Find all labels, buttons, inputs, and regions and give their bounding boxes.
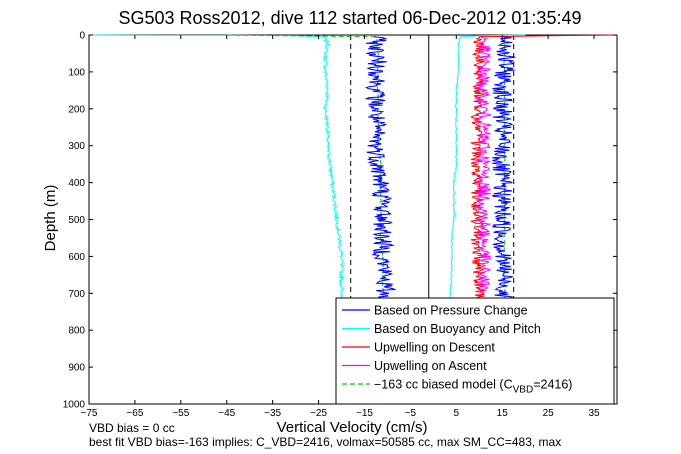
vbd-bias-note: VBD bias = 0 cc (89, 421, 175, 435)
data-series (88, 34, 618, 349)
y-tick-label: 900 (68, 363, 85, 374)
legend-label: Based on Pressure Change (374, 304, 528, 318)
y-tick-label: 700 (68, 289, 85, 300)
x-tick-label: −55 (172, 408, 189, 419)
y-tick-label: 1000 (63, 400, 86, 411)
legend-label: Upwelling on Ascent (374, 359, 487, 373)
x-tick-label: −35 (264, 408, 281, 419)
series-model-biased-ascent (503, 36, 507, 301)
x-tick-label: −65 (126, 408, 143, 419)
y-tick-label: 300 (68, 141, 85, 152)
x-axis-label: Vertical Velocity (cm/s) (277, 419, 428, 436)
x-tick-label: 25 (543, 408, 555, 419)
y-tick-label: 400 (68, 178, 85, 189)
x-tick-label: 35 (588, 408, 600, 419)
x-tick-label: −75 (81, 408, 98, 419)
y-tick-label: 100 (68, 67, 85, 78)
x-tick-label: 5 (454, 408, 460, 419)
x-tick-label: −15 (356, 408, 373, 419)
x-tick-label: −5 (405, 408, 417, 419)
legend-label: Upwelling on Descent (374, 341, 495, 355)
y-tick-label: 600 (68, 252, 85, 263)
y-tick-label: 500 (68, 215, 85, 226)
chart-title: SG503 Ross2012, dive 112 started 06-Dec-… (119, 8, 582, 28)
x-tick-label: 15 (497, 408, 509, 419)
y-tick-label: 200 (68, 104, 85, 115)
y-tick-label: 800 (68, 326, 85, 337)
legend-label: Based on Buoyancy and Pitch (374, 322, 541, 336)
legend-box (335, 297, 615, 405)
series-buoyancy-descent (88, 34, 346, 302)
legend: Based on Pressure Change Based on Buoyanc… (335, 297, 615, 405)
series-pressure-descent (364, 36, 397, 349)
best-fit-note: best fit VBD bias=-163 implies: C_VBD=24… (89, 435, 561, 449)
series-pressure-ascent (491, 36, 516, 331)
y-tick-label: 0 (79, 31, 85, 42)
x-tick-label: −45 (218, 408, 235, 419)
series-buoyancy-ascent (448, 34, 526, 301)
x-tick-label: −25 (310, 408, 327, 419)
y-axis-ticks: 0 100 200 300 400 500 600 700 800 900 1000 (63, 31, 617, 411)
x-axis-ticks: −75 −65 −55 −45 −35 −25 −15 −5 5 15 25 35 (81, 35, 600, 419)
y-axis-label: Depth (m) (42, 185, 59, 252)
series-upwelling-ascent (474, 36, 493, 294)
